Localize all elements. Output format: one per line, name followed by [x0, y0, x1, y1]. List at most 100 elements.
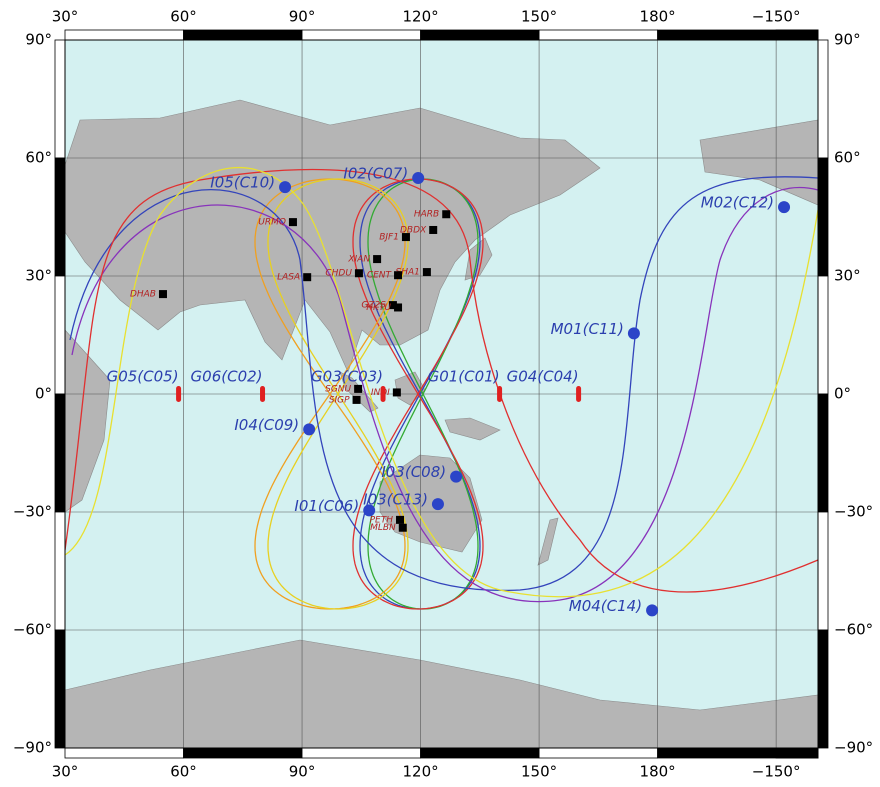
satellite-label: M01(C11)	[551, 320, 624, 338]
station-label: SHA1	[396, 268, 420, 278]
frame-bar	[54, 511, 66, 631]
frame-bar	[817, 157, 829, 277]
lat-tick-label: −60°	[834, 621, 873, 639]
station-label: PETH	[370, 515, 394, 525]
station-label: HARB	[414, 210, 439, 220]
frame-bar	[775, 747, 819, 759]
geo-satellite	[260, 386, 266, 402]
satellite-label: I03(C13)	[363, 491, 428, 509]
frame-bar	[64, 29, 184, 41]
satellite	[646, 604, 659, 617]
frame-bar	[657, 747, 777, 759]
frame-bar	[657, 29, 777, 41]
satellite	[303, 423, 316, 436]
frame-bar	[54, 393, 66, 513]
station-label: SGNU	[325, 384, 351, 394]
station-label: DHAB	[130, 290, 156, 300]
station-label: XIAN	[347, 255, 370, 265]
alaska	[699, 119, 819, 206]
satellite	[450, 470, 463, 483]
meo-track	[64, 168, 819, 593]
satellite-label: I02(C07)	[343, 165, 408, 183]
lon-tick-label: 150°	[521, 763, 557, 781]
station	[394, 303, 403, 312]
satellite	[279, 181, 292, 194]
station-label: LASA	[277, 273, 300, 283]
land	[64, 99, 819, 749]
station	[354, 384, 363, 393]
satellite	[778, 201, 791, 214]
satellite	[363, 504, 376, 517]
station	[303, 273, 312, 282]
lon-tick-label: 120°	[402, 763, 438, 781]
station	[394, 271, 403, 280]
station	[354, 269, 363, 278]
station-label: CENT	[367, 271, 393, 281]
station	[401, 233, 410, 242]
station-label: SIGP	[329, 395, 350, 405]
frame-bar	[817, 275, 829, 395]
lon-tick-label: 60°	[170, 8, 197, 26]
frame: 30° 30° 60° 60° 90° 90° 120° 120° 150° 150° 180° 18…	[13, 8, 873, 781]
frame-bar	[420, 29, 540, 41]
station	[396, 515, 405, 524]
frame-bar	[54, 157, 66, 277]
lon-tick-label: 30°	[52, 763, 79, 781]
geo-label: G01(C01)	[428, 368, 500, 386]
satellite-label: I05(C10)	[210, 174, 275, 192]
frame-bar	[817, 511, 829, 631]
station-label: HKTU	[366, 303, 391, 313]
station-label: BJF1	[379, 233, 399, 243]
lat-tick-label: −60°	[13, 621, 52, 639]
frame-bar	[64, 747, 184, 759]
frame-bar	[817, 39, 829, 159]
lon-tick-label: −150°	[752, 763, 801, 781]
satellite	[431, 498, 444, 511]
geo-label: G06(C02)	[191, 368, 263, 386]
frame-bar	[183, 29, 303, 41]
lat-tick-label: 0°	[35, 385, 52, 403]
geo-label: G03(C03)	[311, 368, 383, 386]
lon-tick-label: 30°	[52, 8, 79, 26]
igso-track	[352, 178, 484, 610]
station	[388, 301, 397, 310]
lat-tick-label: 0°	[834, 385, 851, 403]
frame-bar	[301, 29, 421, 41]
geo-satellite	[497, 386, 503, 402]
meo-track	[69, 176, 819, 591]
lon-tick-label: 180°	[640, 8, 676, 26]
lon-tick-label: 120°	[402, 8, 438, 26]
frame-bar	[420, 747, 540, 759]
station	[373, 255, 382, 264]
frame-bar	[775, 29, 819, 41]
lat-tick-label: −30°	[13, 503, 52, 521]
geo-label: G05(C05)	[107, 368, 179, 386]
frame-bar	[54, 39, 66, 159]
lon-tick-label: 60°	[170, 763, 197, 781]
eurasia	[64, 99, 601, 373]
new-zealand	[537, 517, 559, 566]
lat-tick-label: 90°	[25, 31, 52, 49]
satellite-label: M04(C14)	[569, 597, 642, 615]
igso-track	[254, 178, 406, 610]
station-label: GZ2S	[361, 301, 386, 311]
lat-tick-label: −90°	[13, 739, 52, 757]
lat-tick-label: 60°	[834, 149, 861, 167]
meo-track	[71, 186, 819, 603]
station	[288, 218, 297, 227]
igso-track	[359, 178, 481, 610]
lat-tick-label: 90°	[834, 31, 861, 49]
satellite-label: I03(C08)	[381, 463, 446, 481]
geo-label: G04(C04)	[507, 368, 579, 386]
marks: DHAB URMQ LASA CHDU XIAN BJF1 HARB DBDX SHA1CENT…	[107, 165, 791, 617]
frame-bar	[183, 747, 303, 759]
lat-tick-label: 30°	[25, 267, 52, 285]
satellite	[412, 172, 425, 185]
new-guinea	[444, 417, 501, 441]
satellite-label: I01(C06)	[294, 497, 359, 515]
lat-tick-label: 60°	[25, 149, 52, 167]
station	[392, 388, 401, 397]
satellite-label: M02(C12)	[701, 194, 774, 212]
satellite-label: I04(C09)	[234, 416, 299, 434]
